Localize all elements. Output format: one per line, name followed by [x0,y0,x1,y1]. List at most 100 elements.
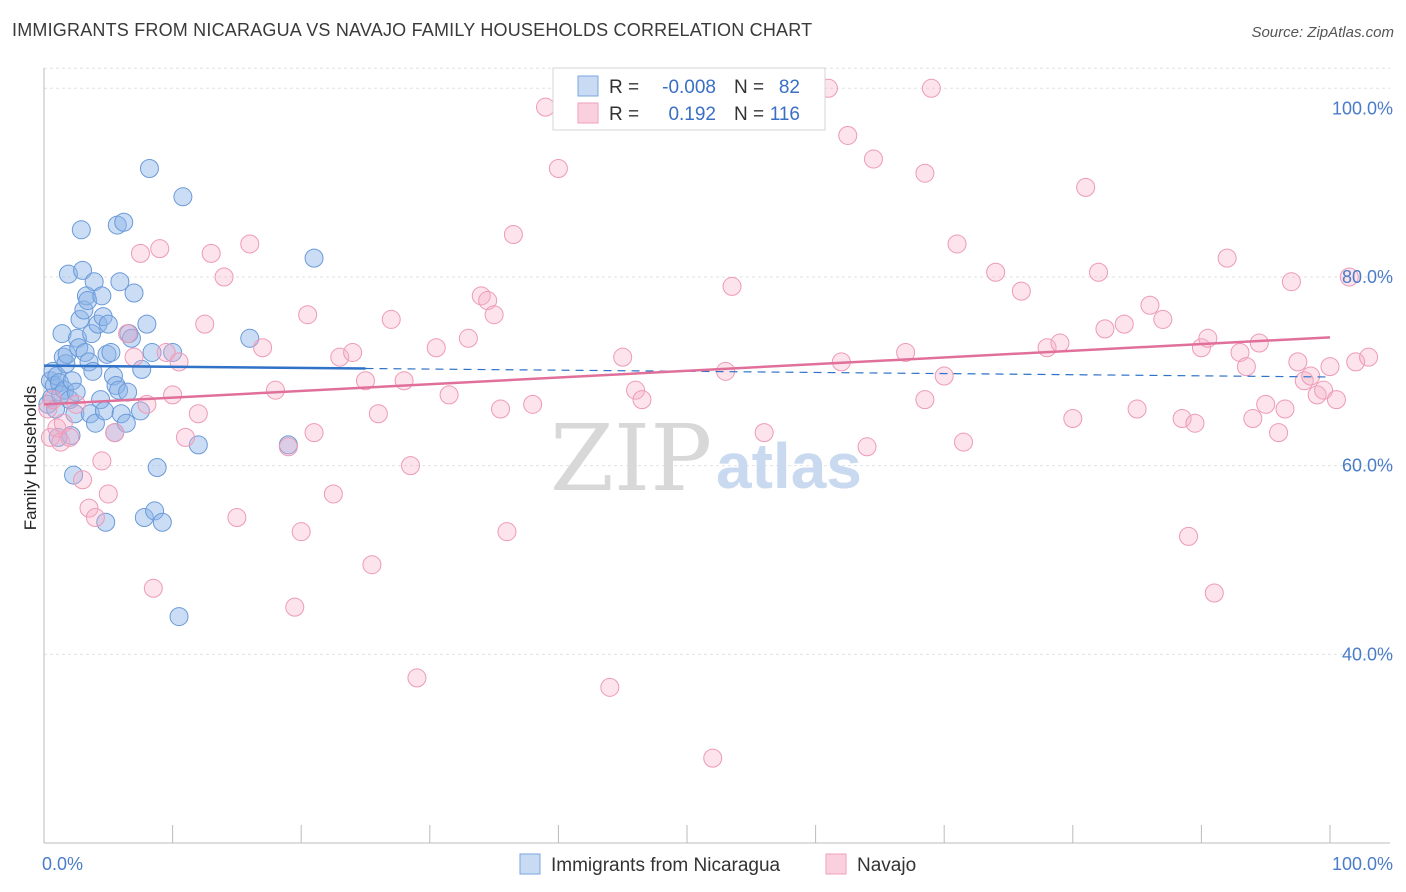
gridlines [44,67,1390,655]
navajo-point-80 [953,432,973,452]
nicaragua-point-72 [240,328,260,348]
navajo-point-55 [503,225,523,245]
legend-r-label-1: R = [609,77,639,98]
navajo-point-79 [947,234,967,254]
navajo-point-4 [51,432,71,452]
navajo-point-62 [626,380,646,400]
navajo-point-34 [291,522,311,542]
legend-swatch-nicaragua [577,75,599,97]
navajo-point-67 [722,276,742,296]
nicaragua-point-39 [92,286,112,306]
navajo-point-5 [53,413,73,433]
legend-n-value-2: 116 [770,104,800,125]
navajo-point-99 [1217,248,1237,268]
navajo-point-85 [1063,408,1083,428]
navajo-point-87 [1089,262,1109,282]
navajo-point-43 [381,309,401,329]
nicaragua-point-55 [118,382,138,402]
navajo-point-27 [214,267,234,287]
legend-n-label-1: N = [734,77,764,98]
navajo-point-103 [1249,333,1269,353]
chart-title: IMMIGRANTS FROM NICARAGUA VS NAVAJO FAMI… [12,20,813,40]
navajo-point-22 [169,352,189,372]
nicaragua-point-24 [70,309,90,329]
navajo-point-117 [1359,347,1379,367]
navajo-point-28 [227,508,247,528]
nicaragua-point-53 [114,212,134,232]
navajo-point-91 [1140,295,1160,315]
legend-r-value-2: 0.192 [668,104,716,125]
navajo-point-112 [1314,380,1334,400]
navajo-point-35 [298,305,318,325]
nicaragua-point-45 [101,342,121,362]
navajo-point-108 [1288,352,1308,372]
watermark: ZIP atlas [550,405,862,512]
navajo-point-68 [754,423,774,443]
legend-r-label-2: R = [609,104,639,125]
navajo-point-36 [304,423,324,443]
navajo-point-26 [201,243,221,263]
navajo-point-21 [163,385,183,405]
navajo-point-33 [285,597,305,617]
navajo-point-71 [838,125,858,145]
data-points [38,78,1379,768]
navajo-trend-line [43,336,1331,406]
nicaragua-point-69 [169,607,189,627]
navajo-point-106 [1275,399,1295,419]
navajo-point-12 [98,484,118,504]
nicaragua-point-26 [73,260,93,280]
navajo-point-11 [92,451,112,471]
navajo-point-24 [188,404,208,424]
nicaragua-trend-extension [365,367,1331,378]
navajo-point-53 [491,399,511,419]
navajo-point-61 [613,347,633,367]
navajo-point-20 [156,342,176,362]
navajo-point-76 [915,390,935,410]
watermark-atlas: atlas [716,430,862,502]
navajo-point-2 [43,390,63,410]
tick-labels: 40.0% 60.0% 80.0% 100.0% 0.0% 100.0% [42,98,1393,874]
x-tick-label-0: 0.0% [42,854,83,874]
navajo-point-51 [478,291,498,311]
nicaragua-point-52 [111,404,131,424]
navajo-point-104 [1256,394,1276,414]
y-tick-label-80: 80.0% [1342,267,1393,287]
navajo-point-60 [600,677,620,697]
navajo-point-7 [66,394,86,414]
axes [43,68,1390,844]
navajo-point-100 [1230,342,1250,362]
navajo-point-86 [1076,177,1096,197]
y-tick-label-60: 60.0% [1342,456,1393,476]
navajo-point-32 [278,437,298,457]
navajo-point-116 [1346,352,1366,372]
nicaragua-point-30 [78,291,98,311]
navajo-point-58 [548,158,568,178]
nicaragua-point-25 [71,220,91,240]
navajo-point-48 [439,385,459,405]
navajo-point-14 [118,324,138,344]
navajo-point-90 [1127,399,1147,419]
navajo-point-115 [1339,267,1359,287]
x-tick-label-100: 100.0% [1332,854,1393,874]
navajo-point-105 [1269,423,1289,443]
navajo-point-77 [921,78,941,98]
navajo-point-45 [401,456,421,476]
navajo-point-42 [368,404,388,424]
navajo-point-6 [60,427,80,447]
nicaragua-point-44 [98,314,118,334]
navajo-point-10 [85,508,105,528]
nicaragua-point-32 [80,404,100,424]
navajo-point-47 [426,338,446,358]
navajo-point-65 [703,748,723,768]
navajo-point-72 [857,437,877,457]
navajo-point-113 [1320,357,1340,377]
navajo-point-107 [1281,272,1301,292]
navajo-point-19 [150,239,170,259]
nicaragua-point-18 [62,371,82,391]
y-tick-label-40: 40.0% [1342,644,1393,664]
navajo-point-98 [1204,583,1224,603]
nicaragua-point-15 [58,264,78,284]
navajo-point-84 [1050,333,1070,353]
nicaragua-point-60 [132,359,152,379]
navajo-point-1 [40,427,60,447]
